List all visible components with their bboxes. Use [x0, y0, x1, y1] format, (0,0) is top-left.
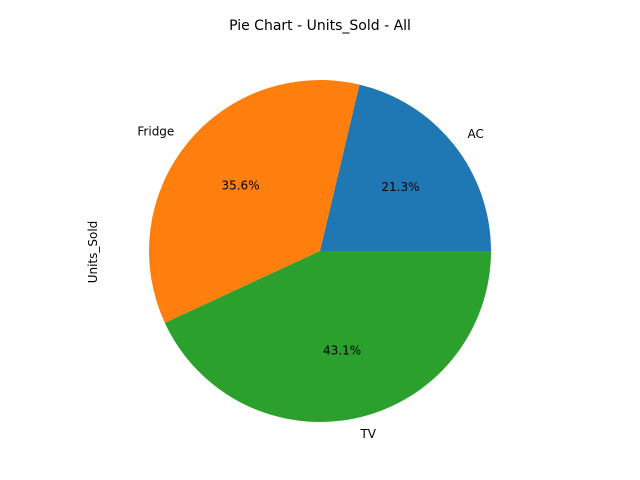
pct-label-ac: 21.3%	[381, 180, 419, 194]
slice-label-fridge: Fridge	[137, 125, 174, 139]
pct-label-tv: 43.1%	[323, 344, 361, 358]
pie-slices	[148, 79, 491, 423]
slice-label-tv: TV	[359, 427, 376, 441]
pct-label-fridge: 35.6%	[221, 179, 259, 193]
pie-slice-fridge	[148, 79, 360, 323]
pie-slice-ac	[320, 84, 491, 251]
y-axis-label: Units_Sold	[86, 221, 100, 284]
pie-labels: AC 21.3% Fridge 35.6% TV 43.1%	[137, 125, 484, 442]
slice-label-ac: AC	[468, 127, 484, 141]
chart-title: Pie Chart - Units_Sold - All	[229, 18, 411, 34]
pie-slice-tv	[164, 251, 491, 423]
